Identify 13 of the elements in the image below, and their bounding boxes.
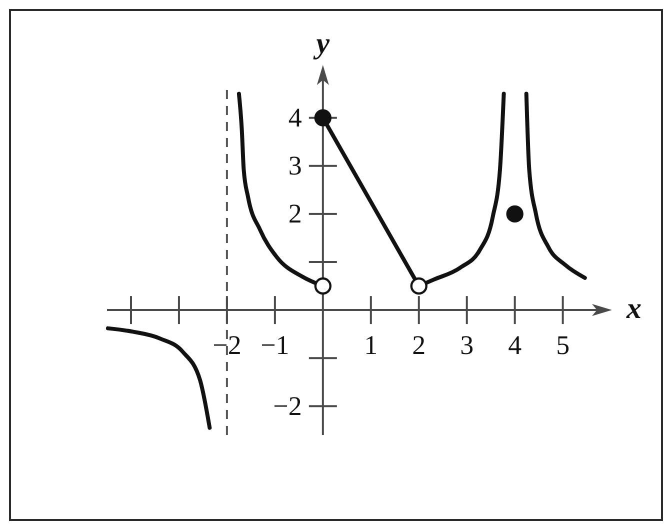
y-tick-label: 2 — [288, 198, 302, 229]
x-tick-label: 3 — [460, 330, 474, 360]
x-tick-label: 1 — [364, 330, 378, 360]
x-tick-label: 2 — [412, 330, 426, 360]
y-tick-label: 3 — [288, 150, 302, 181]
y-tick-label: 4 — [288, 102, 302, 132]
x-axis-title: x — [626, 292, 642, 326]
x-tick-label: −1 — [260, 330, 290, 360]
x-tick-label: 4 — [508, 330, 522, 360]
x-tick-label: 5 — [556, 330, 570, 360]
x-tick-label: −2 — [212, 330, 242, 360]
y-axis-title: y — [313, 27, 330, 60]
y-tick-label: −2 — [273, 390, 302, 421]
